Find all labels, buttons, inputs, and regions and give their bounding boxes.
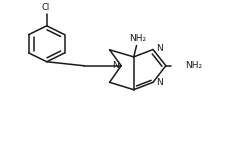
- Text: NH₂: NH₂: [129, 34, 146, 43]
- Text: N: N: [156, 79, 163, 87]
- Text: N: N: [113, 61, 119, 69]
- Text: Cl: Cl: [42, 3, 50, 12]
- Text: N: N: [156, 44, 163, 53]
- Text: NH₂: NH₂: [185, 61, 202, 70]
